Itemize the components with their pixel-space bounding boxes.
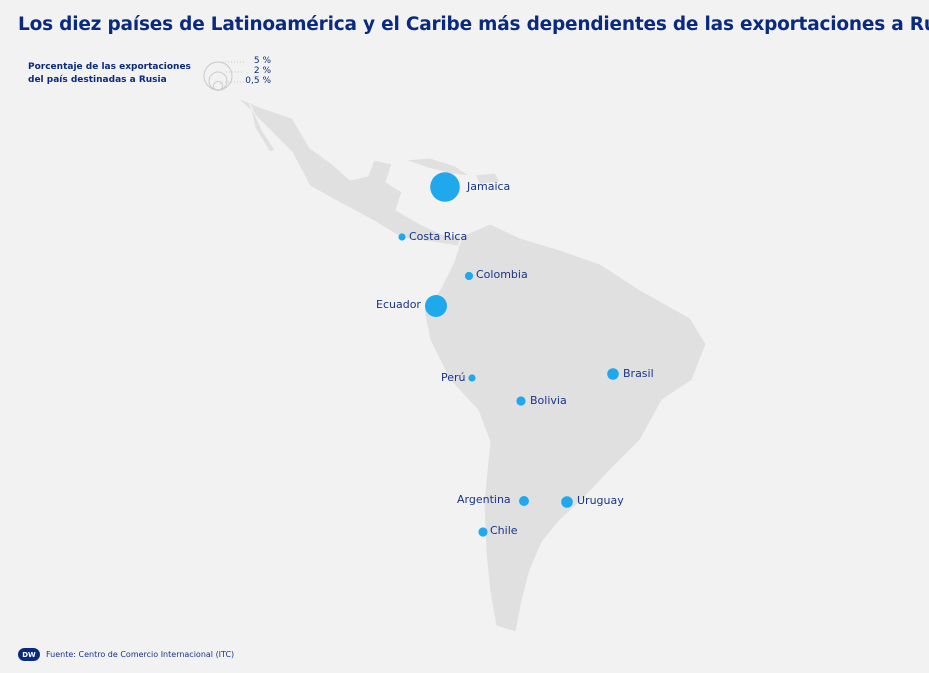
label-bolivia: Bolivia [530, 394, 567, 407]
bubble-bolivia [516, 396, 526, 406]
bubble-perú [468, 374, 476, 382]
label-colombia: Colombia [476, 268, 528, 281]
label-chile: Chile [490, 524, 518, 537]
legend-label-05: 0,5 % [245, 76, 271, 86]
bubble-uruguay [561, 496, 573, 508]
bubble-jamaica [430, 172, 460, 202]
bubble-ecuador [425, 295, 447, 317]
label-ecuador: Ecuador [376, 298, 421, 311]
bubble-colombia [464, 271, 474, 281]
land-mexico-central-america [237, 97, 463, 247]
label-brasil: Brasil [623, 367, 654, 380]
label-uruguay: Uruguay [577, 494, 624, 507]
bubble-argentina [519, 496, 529, 506]
legend-title: Porcentaje de las exportaciones del país… [28, 62, 191, 85]
land-cuba [404, 157, 471, 177]
bubble-brasil [607, 368, 619, 380]
source-text: Fuente: Centro de Comercio Internacional… [46, 650, 235, 659]
legend-label-2: 2 % [253, 66, 271, 76]
footer: DW Fuente: Centro de Comercio Internacio… [18, 648, 234, 661]
label-argentina: Argentina [457, 493, 511, 506]
page-title: Los diez países de Latinoamérica y el Ca… [18, 14, 929, 35]
dw-logo: DW [18, 648, 40, 661]
bubble-chile [478, 527, 488, 537]
legend-circles [203, 61, 244, 91]
label-peru: Perú [441, 371, 466, 384]
label-costa-rica: Costa Rica [409, 230, 468, 243]
land-baja [249, 103, 276, 153]
bubble-costa-rica [398, 233, 406, 241]
land-south-america [423, 223, 707, 633]
legend-label-5: 5 % [253, 56, 271, 66]
label-jamaica: Jamaica [467, 180, 511, 193]
land-hispaniola [474, 172, 501, 185]
